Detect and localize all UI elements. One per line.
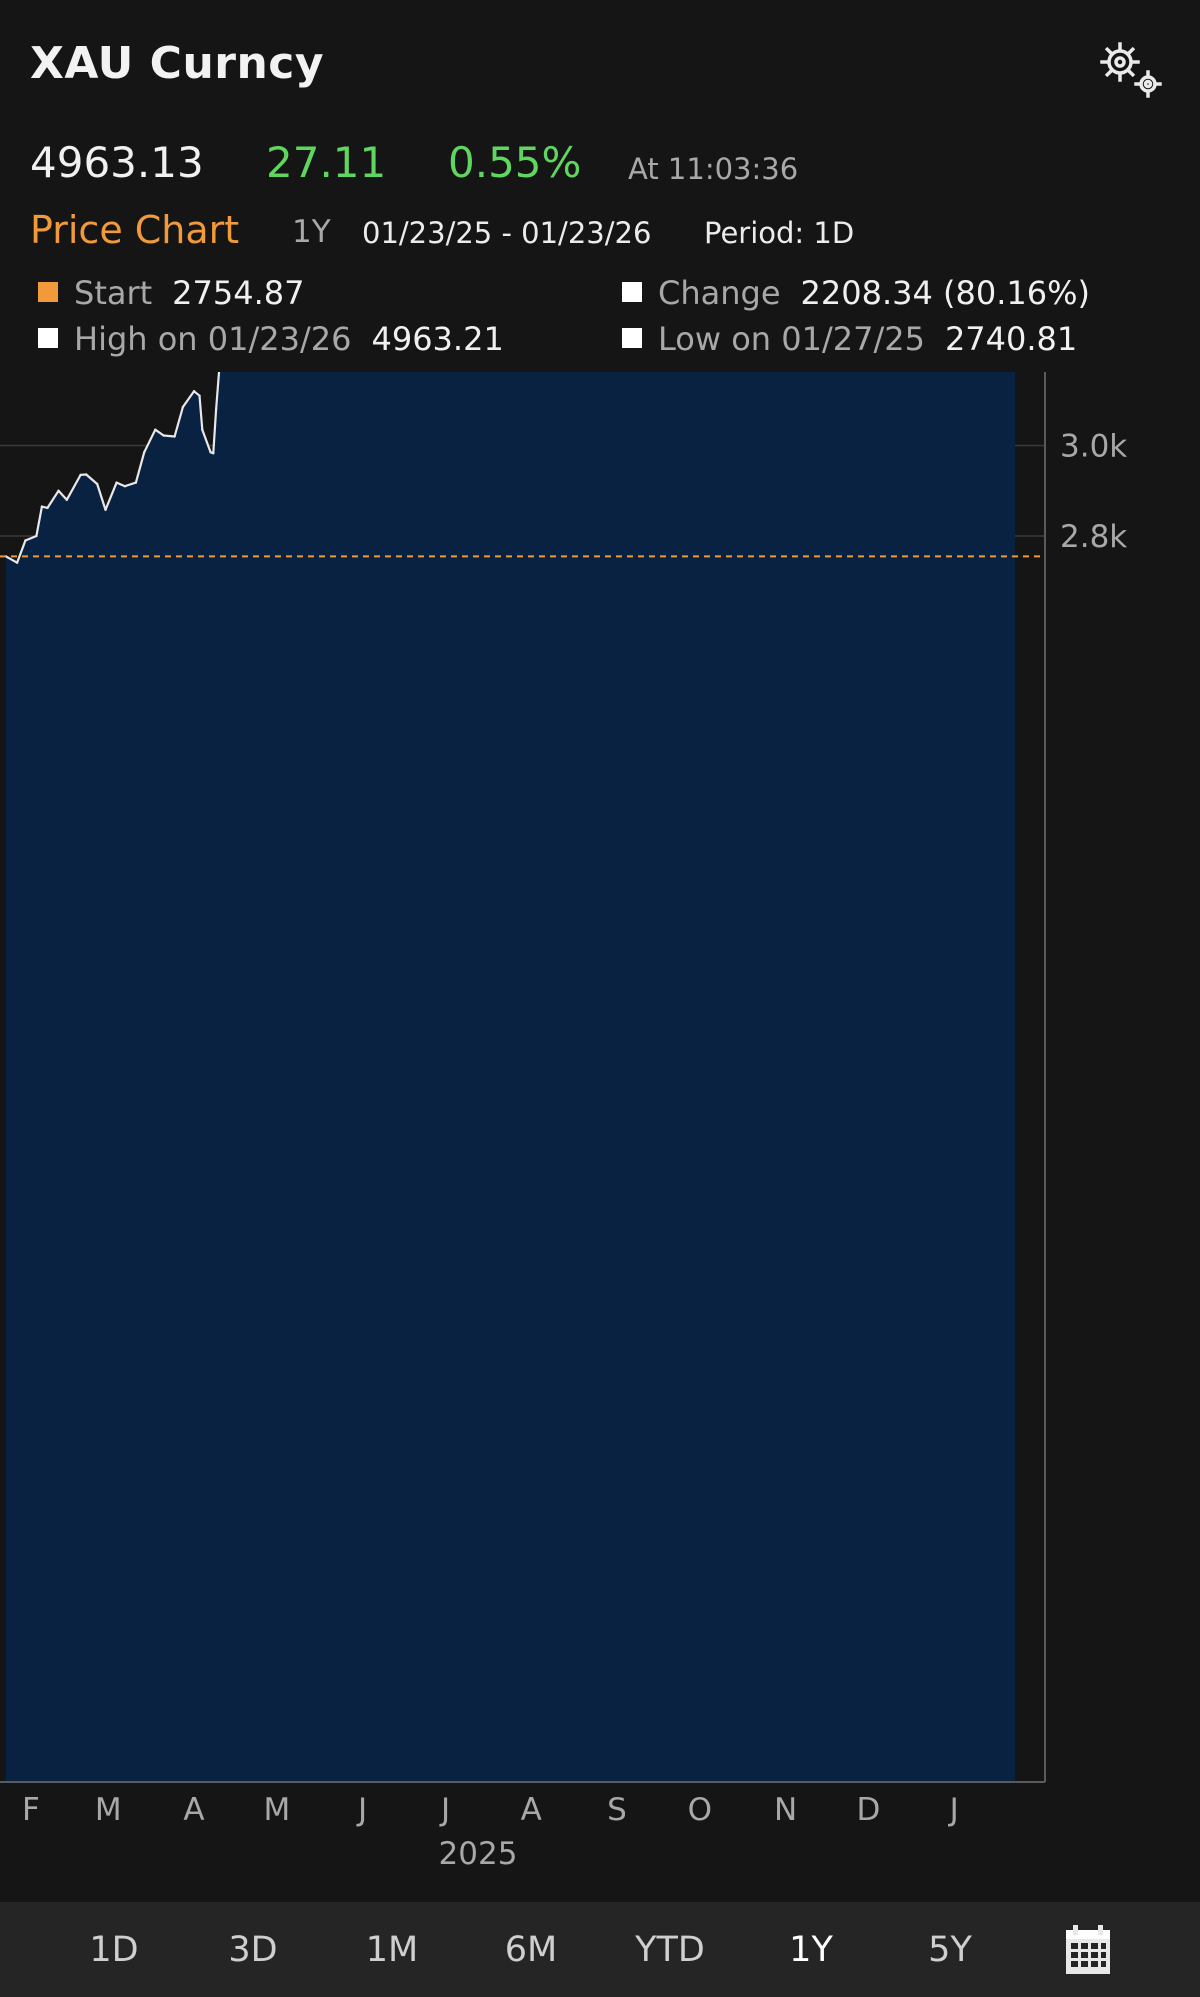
price-point bbox=[65, 498, 69, 501]
price-point bbox=[162, 434, 165, 437]
price-point bbox=[79, 473, 82, 477]
x-tick-label: J bbox=[439, 1792, 450, 1828]
x-tick-label: M bbox=[95, 1792, 122, 1828]
price-point bbox=[15, 561, 19, 564]
y-tick-label: 2.8k bbox=[1060, 519, 1127, 555]
tab-1m[interactable]: 1M bbox=[365, 1930, 419, 1970]
x-axis-year-label: 2025 bbox=[439, 1836, 518, 1872]
low-legend-square-icon bbox=[622, 328, 642, 348]
price-point bbox=[104, 508, 107, 511]
price-point bbox=[212, 452, 215, 455]
stat-low: Low on 01/27/25 2740.81 bbox=[622, 320, 1077, 358]
price-line bbox=[5, 372, 221, 564]
price-point bbox=[35, 534, 38, 538]
stat-high: High on 01/23/26 4963.21 bbox=[38, 320, 504, 358]
stat-change-label: Change bbox=[658, 274, 781, 312]
stat-low-value: 2740.81 bbox=[944, 320, 1078, 358]
price-point bbox=[173, 435, 176, 438]
x-tick-label: S bbox=[607, 1792, 627, 1828]
quote-time: At 11:03:36 bbox=[628, 152, 799, 186]
price-point bbox=[198, 394, 201, 397]
price-point bbox=[123, 485, 127, 488]
stat-start-label: Start bbox=[74, 274, 153, 312]
price-point bbox=[96, 482, 99, 486]
x-tick-label: J bbox=[356, 1792, 367, 1828]
price-point bbox=[209, 451, 212, 454]
price-point bbox=[214, 408, 218, 411]
percent-change: 0.55% bbox=[448, 138, 582, 187]
period-label: Period: 1D bbox=[704, 216, 855, 250]
price-point bbox=[57, 489, 60, 492]
y-tick-label: 3.0k bbox=[1060, 429, 1127, 465]
price-point bbox=[85, 473, 88, 476]
price-point bbox=[115, 481, 118, 484]
x-tick-label: F bbox=[22, 1792, 40, 1828]
settings-gears-icon[interactable] bbox=[1096, 38, 1166, 102]
y-tick-label: 3.2k bbox=[1060, 372, 1127, 374]
tab-1y[interactable]: 1Y bbox=[789, 1930, 833, 1970]
price-point bbox=[134, 481, 138, 484]
range-label: 1Y bbox=[292, 214, 331, 250]
chart-header: Price Chart 1Y 01/23/25 - 01/23/26 Perio… bbox=[0, 208, 1200, 256]
tab-3d[interactable]: 3D bbox=[228, 1930, 278, 1970]
x-tick-label: N bbox=[774, 1792, 797, 1828]
last-price: 4963.13 bbox=[30, 138, 204, 187]
price-point bbox=[24, 539, 27, 542]
stat-high-value: 4963.21 bbox=[371, 320, 504, 358]
x-tick-label: D bbox=[857, 1792, 881, 1828]
security-title: XAU Curncy bbox=[30, 38, 325, 89]
price-chart-label: Price Chart bbox=[30, 208, 240, 252]
high-legend-square-icon bbox=[38, 328, 58, 348]
stat-start-value: 2754.87 bbox=[172, 274, 305, 312]
price-point bbox=[181, 405, 185, 409]
x-tick-label: J bbox=[948, 1792, 959, 1828]
stat-start: Start 2754.87 bbox=[38, 274, 305, 312]
x-tick-label: M bbox=[264, 1792, 291, 1828]
stat-low-label: Low on 01/27/25 bbox=[658, 320, 925, 358]
price-point bbox=[46, 506, 49, 510]
net-change: 27.11 bbox=[266, 138, 387, 187]
price-area-chart[interactable]: 2.8k3.0k3.2k3.4k3.6k3.8k4.0k4.2k4.4k4.6k… bbox=[0, 372, 1200, 1902]
change-legend-square-icon bbox=[622, 282, 642, 302]
tab-5y[interactable]: 5Y bbox=[928, 1930, 972, 1970]
start-legend-square-icon bbox=[38, 282, 58, 302]
x-tick-label: A bbox=[521, 1792, 542, 1828]
price-area-fill bbox=[6, 372, 1015, 1782]
x-tick-label: A bbox=[183, 1792, 204, 1828]
calendar-icon[interactable] bbox=[1064, 1924, 1112, 1976]
tab-1d[interactable]: 1D bbox=[89, 1930, 139, 1970]
price-point bbox=[154, 428, 157, 431]
tab-6m[interactable]: 6M bbox=[504, 1930, 558, 1970]
price-point bbox=[192, 390, 196, 393]
tab-ytd[interactable]: YTD bbox=[635, 1930, 705, 1970]
x-tick-label: O bbox=[688, 1792, 712, 1828]
stat-high-label: High on 01/23/26 bbox=[74, 320, 352, 358]
price-point bbox=[40, 505, 44, 508]
stat-change: Change 2208.34 (80.16%) bbox=[622, 274, 1090, 312]
price-point bbox=[201, 428, 204, 431]
price-point bbox=[143, 451, 146, 454]
quote-row: 4963.13 27.11 0.55% At 11:03:36 bbox=[0, 138, 1200, 198]
range-tab-bar: 1D 3D 1M 6M YTD 1Y 5Y bbox=[0, 1902, 1200, 1997]
stat-change-value: 2208.34 (80.16%) bbox=[800, 274, 1090, 312]
date-range: 01/23/25 - 01/23/26 bbox=[362, 216, 652, 250]
